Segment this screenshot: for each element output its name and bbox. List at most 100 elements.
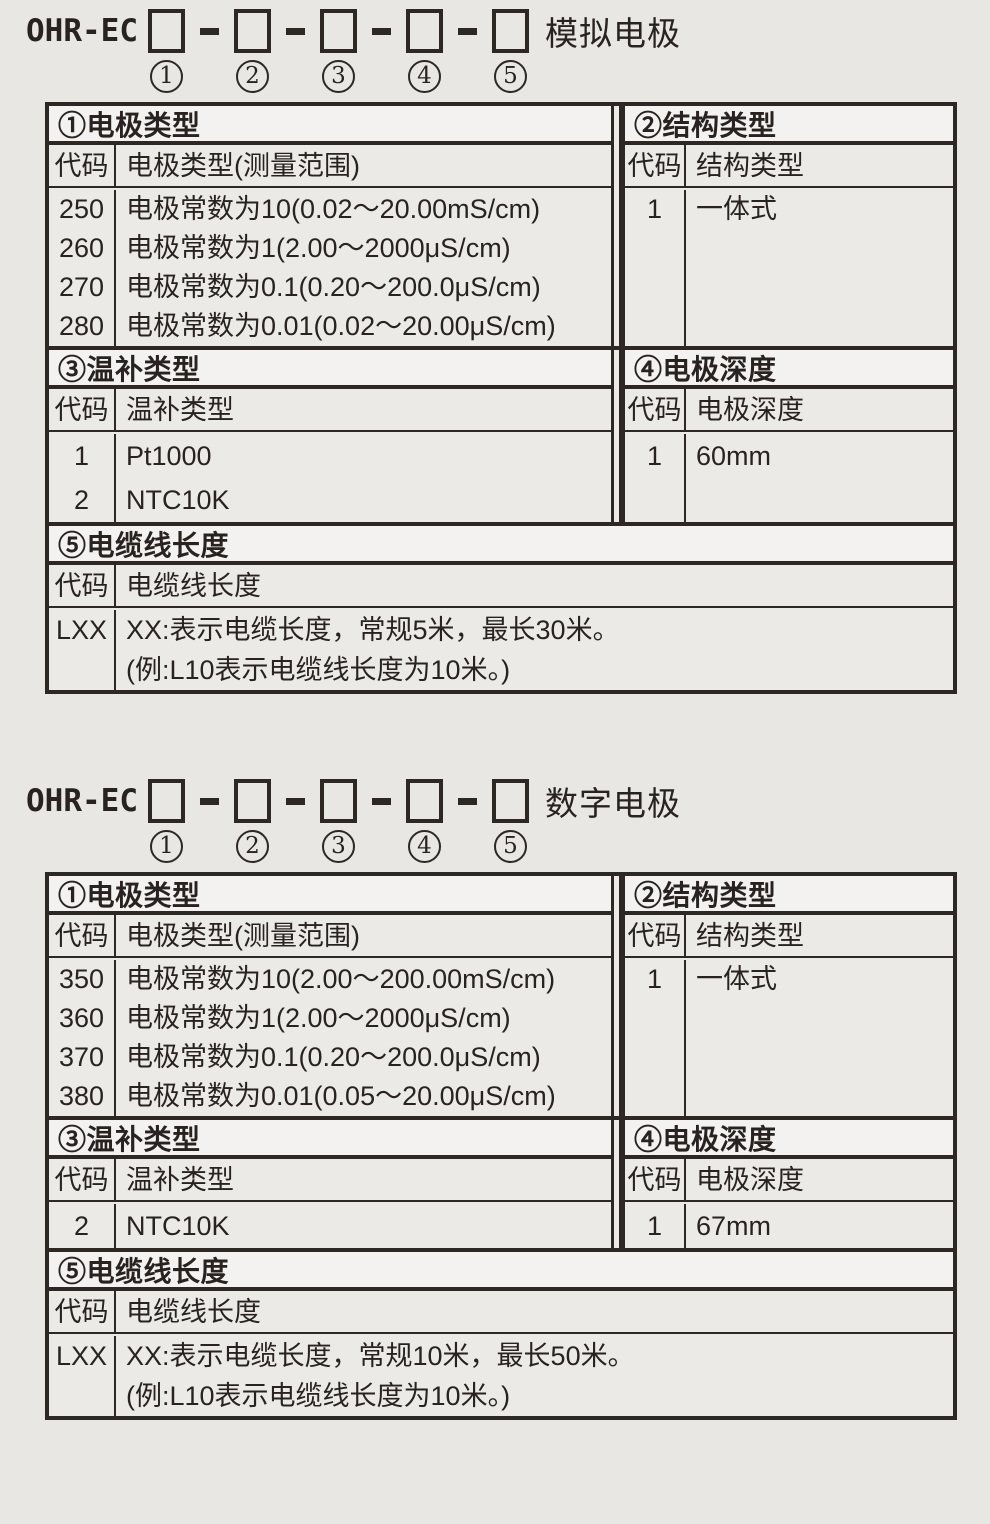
divider-gap	[614, 106, 619, 346]
section-electrode-type: ①电极类型 代码 电极类型(测量范围) 250 260 270 280 电极常数…	[49, 106, 614, 346]
code-value: 1	[646, 194, 663, 224]
model-slot-box-3	[320, 9, 357, 53]
band-cable-length: ⑤电缆线长度 代码 电缆线长度 LXX XX:表示电缆长度，常规5米，最长30米…	[49, 526, 953, 690]
circled-number-5: 5	[494, 830, 527, 863]
position-number-row: 1 2 3 4 5	[150, 60, 990, 94]
band-electrode-structure: ①电极类型 代码 电极类型(测量范围) 250 260 270 280 电极常数…	[49, 106, 953, 350]
code-value: 280	[58, 311, 105, 341]
model-slot-box-3	[320, 779, 357, 823]
circled-number-1: 1	[150, 60, 183, 93]
circled-number-3: 3	[322, 830, 355, 863]
code-value: 1	[646, 441, 663, 471]
code-cell: 1	[625, 1204, 686, 1248]
code-value: 380	[58, 1081, 105, 1111]
circled-number-2: 2	[236, 830, 269, 863]
desc-value: Pt1000	[126, 441, 212, 471]
dash-separator	[200, 27, 219, 35]
section-title: ②结构类型	[625, 106, 953, 145]
code-header: 代码	[49, 1291, 116, 1332]
code-value: 270	[58, 272, 105, 302]
body-row: 1 2 Pt1000 NTC10K	[49, 432, 611, 522]
desc-cell: NTC10K	[116, 1204, 611, 1248]
dash-separator	[458, 27, 477, 35]
band-cable-length: ⑤电缆线长度 代码 电缆线长度 LXX XX:表示电缆长度，常规10米，最长50…	[49, 1252, 953, 1416]
desc-header: 结构类型	[696, 151, 804, 181]
band-temp-depth: ③温补类型 代码 温补类型 2 NTC10K ④电极深度	[49, 1120, 953, 1252]
code-cell: LXX	[49, 1336, 116, 1416]
desc-value: NTC10K	[126, 485, 230, 515]
desc-value: NTC10K	[126, 1211, 230, 1241]
section-structure-type: ②结构类型 代码 结构类型 1 一体式	[619, 106, 953, 346]
code-cell: 350 360 370 380	[49, 960, 116, 1116]
header-row: 代码 结构类型	[625, 145, 953, 188]
desc-line: XX:表示电缆长度，常规10米，最长50米。	[126, 1341, 635, 1371]
code-header: 代码	[49, 389, 116, 430]
section-temp-compensation: ③温补类型 代码 温补类型 1 2 Pt1000 NTC10K	[49, 350, 614, 522]
desc-value: 67mm	[696, 1211, 772, 1241]
divider-gap	[614, 876, 619, 1116]
desc-value: 电极常数为1(2.00～2000μS/cm)	[126, 1003, 511, 1033]
desc-cell: Pt1000 NTC10K	[116, 434, 611, 522]
desc-header: 电缆线长度	[126, 1297, 261, 1327]
ordering-table-analog: ①电极类型 代码 电极类型(测量范围) 250 260 270 280 电极常数…	[45, 102, 957, 694]
block-analog-electrode: OHR-EC 模拟电极 1 2 3 4 5 ①电极类型 代码 电极类型(测量范围…	[0, 0, 990, 694]
model-slot-box-2	[234, 9, 271, 53]
ordering-table-digital: ①电极类型 代码 电极类型(测量范围) 350 360 370 380 电极常数…	[45, 872, 957, 1420]
code-header: 代码	[625, 389, 686, 430]
desc-header: 温补类型	[126, 1165, 234, 1195]
header-row: 代码 电极深度	[625, 389, 953, 432]
code-cell: 250 260 270 280	[49, 190, 116, 346]
desc-cell: 一体式	[686, 960, 953, 1116]
desc-header: 结构类型	[696, 921, 804, 951]
code-header: 代码	[625, 1159, 686, 1200]
desc-value: 电极常数为0.01(0.05～20.00μS/cm)	[126, 1081, 556, 1111]
model-slot-box-1	[148, 779, 185, 823]
section-cable-length: ⑤电缆线长度 代码 电缆线长度 LXX XX:表示电缆长度，常规10米，最长50…	[49, 1252, 953, 1416]
code-header: 代码	[49, 145, 116, 186]
body-row: 2 NTC10K	[49, 1202, 611, 1248]
code-header: 代码	[625, 915, 686, 956]
model-code-row: OHR-EC 模拟电极	[26, 8, 990, 54]
code-header: 代码	[49, 1159, 116, 1200]
code-value: 260	[58, 233, 105, 263]
header-row: 代码 电缆线长度	[49, 565, 953, 608]
header-row: 代码 电极深度	[625, 1159, 953, 1202]
desc-header: 温补类型	[126, 395, 234, 425]
desc-value: 电极常数为0.1(0.20～200.0μS/cm)	[126, 1042, 541, 1072]
body-row: 350 360 370 380 电极常数为10(2.00～200.00mS/cm…	[49, 958, 611, 1116]
section-temp-compensation: ③温补类型 代码 温补类型 2 NTC10K	[49, 1120, 614, 1248]
desc-value: 电极常数为0.01(0.02～20.00μS/cm)	[126, 311, 556, 341]
header-row: 代码 电极类型(测量范围)	[49, 145, 611, 188]
circled-number-3: 3	[322, 60, 355, 93]
model-slot-box-4	[406, 9, 443, 53]
section-cable-length: ⑤电缆线长度 代码 电缆线长度 LXX XX:表示电缆长度，常规5米，最长30米…	[49, 526, 953, 690]
circled-number-1: 1	[150, 830, 183, 863]
dash-separator	[458, 797, 477, 805]
model-slot-box-2	[234, 779, 271, 823]
code-value: 250	[58, 194, 105, 224]
code-value: 1	[646, 1211, 663, 1241]
section-title: ⑤电缆线长度	[49, 526, 953, 565]
dash-separator	[372, 797, 391, 805]
section-title: ①电极类型	[49, 106, 611, 145]
model-type-label: 数字电极	[545, 785, 681, 822]
position-number-row: 1 2 3 4 5	[150, 830, 990, 864]
header-row: 代码 电极类型(测量范围)	[49, 915, 611, 958]
code-header: 代码	[49, 915, 116, 956]
band-temp-depth: ③温补类型 代码 温补类型 1 2 Pt1000 NTC10K	[49, 350, 953, 526]
desc-cell: 一体式	[686, 190, 953, 346]
model-prefix: OHR-EC	[26, 783, 138, 819]
section-title: ①电极类型	[49, 876, 611, 915]
dash-separator	[286, 797, 305, 805]
body-row: 1 一体式	[625, 188, 953, 346]
section-structure-type: ②结构类型 代码 结构类型 1 一体式	[619, 876, 953, 1116]
code-header: 代码	[49, 565, 116, 606]
section-title: ④电极深度	[625, 350, 953, 389]
model-slot-box-5	[492, 9, 529, 53]
body-row: LXX XX:表示电缆长度，常规5米，最长30米。 (例:L10表示电缆线长度为…	[49, 608, 953, 690]
divider-gap	[614, 1120, 619, 1248]
code-value: LXX	[55, 1341, 108, 1371]
code-cell: 1	[625, 960, 686, 1116]
code-cell: 1	[625, 190, 686, 346]
model-slot-box-4	[406, 779, 443, 823]
